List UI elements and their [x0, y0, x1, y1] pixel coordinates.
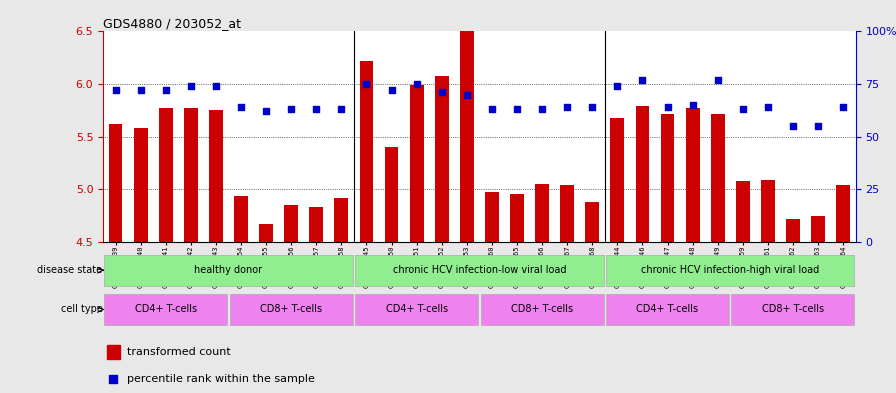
Point	[284, 106, 298, 112]
Point	[736, 106, 750, 112]
Point	[711, 77, 725, 83]
Bar	[560, 185, 574, 242]
Bar	[610, 118, 625, 242]
Bar	[836, 185, 850, 242]
Point	[309, 106, 323, 112]
Bar	[635, 106, 650, 242]
Bar	[761, 180, 775, 242]
Bar	[309, 207, 323, 242]
Point	[811, 123, 825, 129]
Point	[359, 81, 374, 87]
Point	[761, 104, 775, 110]
Bar	[585, 202, 599, 242]
Bar	[359, 61, 374, 242]
Bar	[259, 224, 273, 242]
Point	[234, 104, 248, 110]
Bar	[510, 195, 524, 242]
Bar	[409, 85, 424, 242]
Point	[259, 108, 273, 114]
Bar	[811, 217, 825, 242]
Bar	[108, 124, 123, 242]
Bar	[159, 108, 173, 242]
Bar	[535, 184, 549, 242]
Point	[685, 102, 700, 108]
Bar	[104, 255, 353, 286]
Bar	[284, 205, 298, 242]
Bar	[209, 110, 223, 242]
Text: CD4+ T-cells: CD4+ T-cells	[636, 305, 699, 314]
Bar	[731, 294, 855, 325]
Bar	[107, 345, 120, 359]
Point	[209, 83, 223, 89]
Bar	[736, 181, 750, 242]
Point	[635, 77, 650, 83]
Point	[560, 104, 574, 110]
Bar	[384, 147, 399, 242]
Bar	[660, 114, 675, 242]
Point	[334, 106, 349, 112]
Text: CD8+ T-cells: CD8+ T-cells	[762, 305, 824, 314]
Point	[660, 104, 675, 110]
Text: GDS4880 / 203052_at: GDS4880 / 203052_at	[103, 17, 241, 30]
Point	[460, 91, 474, 97]
Text: CD4+ T-cells: CD4+ T-cells	[134, 305, 197, 314]
Text: chronic HCV infection-low viral load: chronic HCV infection-low viral load	[392, 265, 566, 275]
Point	[561, 232, 575, 238]
Bar	[104, 294, 228, 325]
Text: healthy donor: healthy donor	[194, 265, 263, 275]
Point	[535, 106, 549, 112]
Point	[610, 83, 625, 89]
Bar	[485, 192, 499, 242]
Bar	[134, 128, 148, 242]
Point	[384, 87, 399, 94]
Bar	[234, 196, 248, 242]
Text: CD4+ T-cells: CD4+ T-cells	[385, 305, 448, 314]
Text: transformed count: transformed count	[127, 347, 231, 357]
Bar	[460, 8, 474, 242]
Bar	[685, 108, 700, 242]
Bar	[786, 219, 800, 242]
Bar	[711, 114, 725, 242]
Bar	[355, 294, 478, 325]
Point	[409, 81, 424, 87]
Point	[159, 87, 173, 94]
Bar	[355, 255, 604, 286]
Bar	[229, 294, 353, 325]
Text: CD8+ T-cells: CD8+ T-cells	[511, 305, 573, 314]
Point	[510, 106, 524, 112]
Text: cell type: cell type	[61, 305, 102, 314]
Point	[836, 104, 850, 110]
Point	[108, 87, 123, 94]
Text: percentile rank within the sample: percentile rank within the sample	[127, 374, 315, 384]
Bar	[334, 198, 349, 242]
Bar	[606, 294, 729, 325]
Point	[134, 87, 148, 94]
Text: chronic HCV infection-high viral load: chronic HCV infection-high viral load	[642, 265, 819, 275]
Point	[485, 106, 499, 112]
Bar	[184, 108, 198, 242]
Point	[184, 83, 198, 89]
Text: disease state: disease state	[38, 265, 102, 275]
Point	[435, 89, 449, 95]
Bar	[480, 294, 604, 325]
Bar	[435, 75, 449, 242]
Text: CD8+ T-cells: CD8+ T-cells	[260, 305, 323, 314]
Point	[585, 104, 599, 110]
Point	[786, 123, 800, 129]
Bar	[606, 255, 855, 286]
